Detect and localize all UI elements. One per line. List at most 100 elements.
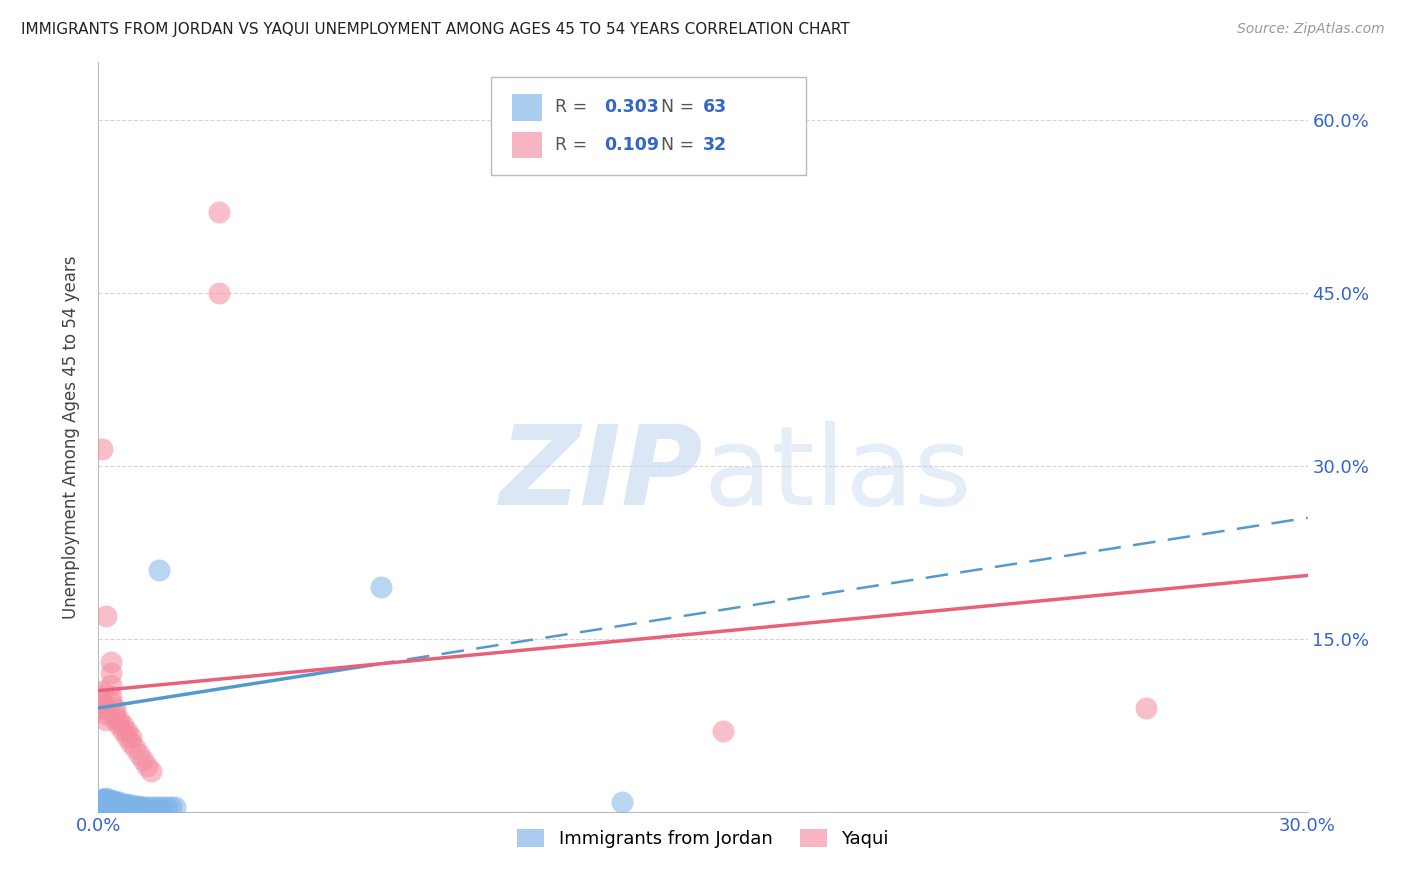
Point	[111, 718, 134, 732]
Point	[208, 205, 231, 219]
Point	[107, 797, 129, 812]
Text: 63: 63	[703, 98, 727, 116]
Point	[124, 799, 146, 814]
Bar	[512, 132, 543, 158]
Point	[370, 580, 392, 594]
Point	[96, 797, 118, 811]
Point	[111, 797, 134, 812]
Point	[96, 713, 118, 727]
Point	[124, 741, 146, 756]
Point	[96, 800, 118, 814]
Point	[128, 799, 150, 814]
Point	[91, 701, 114, 715]
Point	[107, 800, 129, 814]
Point	[96, 796, 118, 810]
Point	[115, 724, 138, 739]
Text: Source: ZipAtlas.com: Source: ZipAtlas.com	[1237, 22, 1385, 37]
Point	[148, 563, 170, 577]
Point	[148, 800, 170, 814]
Point	[115, 797, 138, 811]
Point	[100, 800, 122, 814]
Point	[96, 608, 118, 623]
Point	[100, 797, 122, 812]
Point	[152, 800, 174, 814]
Text: 0.109: 0.109	[603, 136, 659, 153]
Point	[120, 735, 142, 749]
Point	[107, 797, 129, 811]
Point	[100, 666, 122, 681]
Point	[96, 794, 118, 808]
Point	[96, 793, 118, 807]
Point	[103, 797, 125, 811]
Text: atlas: atlas	[703, 421, 972, 528]
Point	[100, 796, 122, 810]
Point	[103, 799, 125, 814]
Point	[103, 701, 125, 715]
Point	[115, 799, 138, 814]
Point	[143, 800, 166, 814]
Point	[91, 797, 114, 812]
Point	[107, 718, 129, 732]
Point	[91, 797, 114, 811]
Point	[100, 655, 122, 669]
Text: 32: 32	[703, 136, 727, 153]
Text: R =: R =	[555, 98, 593, 116]
Point	[115, 800, 138, 814]
Point	[103, 713, 125, 727]
Point	[96, 790, 118, 805]
Point	[96, 706, 118, 721]
Point	[115, 730, 138, 744]
Point	[156, 800, 179, 814]
Point	[91, 792, 114, 806]
Point	[111, 797, 134, 811]
Point	[103, 794, 125, 808]
Legend: Immigrants from Jordan, Yaqui: Immigrants from Jordan, Yaqui	[510, 822, 896, 855]
Point	[128, 800, 150, 814]
Point	[208, 285, 231, 300]
Point	[100, 793, 122, 807]
Point	[91, 796, 114, 810]
Point	[139, 800, 162, 814]
Point	[124, 800, 146, 814]
Point	[87, 690, 110, 704]
Point	[91, 801, 114, 815]
Point	[103, 800, 125, 814]
Text: IMMIGRANTS FROM JORDAN VS YAQUI UNEMPLOYMENT AMONG AGES 45 TO 54 YEARS CORRELATI: IMMIGRANTS FROM JORDAN VS YAQUI UNEMPLOY…	[21, 22, 849, 37]
Point	[160, 800, 183, 814]
Point	[111, 799, 134, 814]
Bar	[512, 95, 543, 120]
Point	[103, 706, 125, 721]
Point	[91, 794, 114, 808]
Y-axis label: Unemployment Among Ages 45 to 54 years: Unemployment Among Ages 45 to 54 years	[62, 255, 80, 619]
FancyBboxPatch shape	[492, 78, 806, 175]
Point	[711, 724, 734, 739]
Point	[1135, 701, 1157, 715]
Point	[132, 753, 155, 767]
Point	[100, 797, 122, 811]
Point	[163, 800, 186, 814]
Point	[91, 442, 114, 456]
Text: N =: N =	[661, 136, 699, 153]
Point	[111, 724, 134, 739]
Text: ZIP: ZIP	[499, 421, 703, 528]
Point	[96, 701, 118, 715]
Point	[612, 796, 634, 810]
Point	[120, 799, 142, 814]
Point	[96, 792, 118, 806]
Point	[91, 793, 114, 807]
Point	[107, 799, 129, 814]
Point	[120, 800, 142, 814]
Point	[100, 678, 122, 692]
Text: N =: N =	[661, 98, 699, 116]
Point	[111, 800, 134, 814]
Point	[96, 799, 118, 814]
Point	[120, 797, 142, 812]
Point	[120, 730, 142, 744]
Point	[107, 713, 129, 727]
Point	[100, 690, 122, 704]
Point	[96, 797, 118, 812]
Point	[128, 747, 150, 761]
Point	[87, 799, 110, 814]
Point	[107, 796, 129, 810]
Point	[135, 758, 157, 772]
